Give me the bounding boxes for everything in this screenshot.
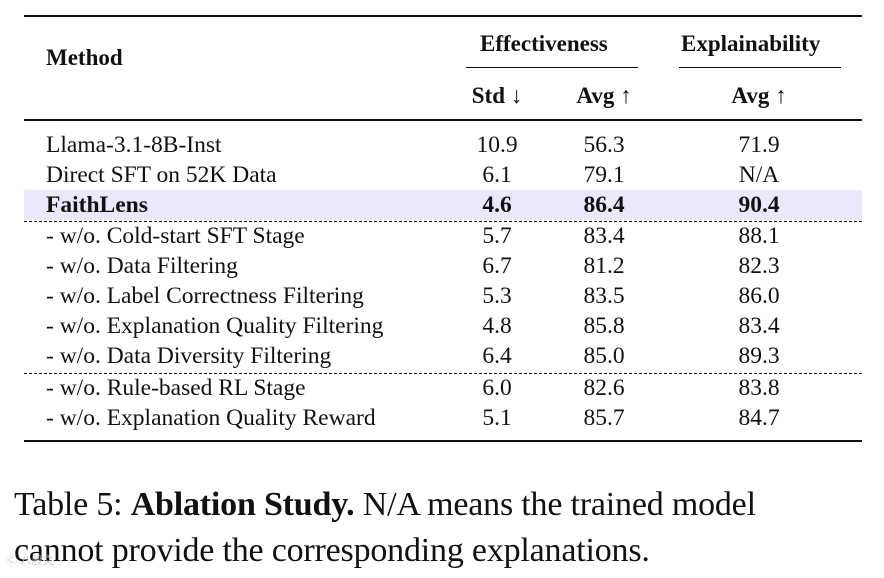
row-std-faithlens: 4.6 (482, 192, 512, 218)
header-explainability: Explainability (681, 31, 821, 56)
row-method: Direct SFT on 52K Data (46, 162, 277, 188)
row-method: - w/o. Data Filtering (46, 253, 238, 279)
caption-label: Table 5: (14, 486, 123, 523)
row-method: - w/o. Cold-start SFT Stage (46, 223, 305, 249)
caption-text-line2: cannot provide the corresponding explana… (14, 532, 650, 569)
dashed-separator-1 (24, 221, 862, 222)
row-explainability: 88.1 (738, 223, 780, 249)
row-std: 10.9 (476, 132, 518, 158)
table-caption-line2: cannot provide the corresponding explana… (14, 534, 650, 568)
caption-text-line1: N/A means the trained model (362, 486, 756, 523)
explainability-group-rule (679, 67, 841, 69)
caption-title: Ablation Study. (130, 486, 355, 523)
table-caption-line1: Table 5: Ablation Study. N/A means the t… (14, 488, 756, 522)
row-method: - w/o. Label Correctness Filtering (46, 283, 364, 309)
row-std: 5.7 (482, 223, 512, 249)
table-bottom-rule (24, 440, 862, 442)
header-method: Method (46, 45, 123, 70)
row-explainability: 83.8 (738, 375, 780, 401)
row-avg: 82.6 (583, 375, 625, 401)
header-avg-explainability: Avg ↑ (731, 83, 787, 108)
row-method: - w/o. Explanation Quality Reward (46, 405, 376, 431)
row-avg: 79.1 (583, 162, 625, 188)
row-avg-faithlens: 86.4 (583, 192, 625, 218)
header-avg-effectiveness: Avg ↑ (576, 83, 632, 108)
row-explainability-faithlens: 90.4 (738, 192, 780, 218)
row-method: Llama-3.1-8B-Inst (46, 132, 222, 158)
effectiveness-group-rule (466, 67, 638, 69)
row-avg: 85.8 (583, 313, 625, 339)
header-std: Std ↓ (471, 83, 523, 108)
row-explainability: 83.4 (738, 313, 780, 339)
row-avg: 83.5 (583, 283, 625, 309)
row-std: 6.1 (482, 162, 512, 188)
row-method-faithlens: FaithLens (46, 192, 148, 218)
row-std: 5.3 (482, 283, 512, 309)
header-effectiveness: Effectiveness (480, 31, 608, 56)
row-avg: 85.0 (583, 343, 625, 369)
row-method: - w/o. Explanation Quality Filtering (46, 313, 384, 339)
row-explainability: 86.0 (738, 283, 780, 309)
row-std: 5.1 (482, 405, 512, 431)
row-avg: 81.2 (583, 253, 625, 279)
row-explainability: 82.3 (738, 253, 780, 279)
row-explainability: 71.9 (738, 132, 780, 158)
row-std: 6.4 (482, 343, 512, 369)
row-avg: 56.3 (583, 132, 625, 158)
row-avg: 85.7 (583, 405, 625, 431)
faithlens-row-highlight (24, 190, 862, 220)
row-avg: 83.4 (583, 223, 625, 249)
table-top-rule (24, 15, 862, 17)
row-std: 4.8 (482, 313, 512, 339)
row-method: - w/o. Rule-based RL Stage (46, 375, 306, 401)
dashed-separator-2 (24, 373, 862, 374)
row-explainability: 84.7 (738, 405, 780, 431)
row-explainability: N/A (738, 162, 780, 188)
header-bottom-rule (24, 119, 862, 121)
watermark: Ⓒ 八股文 (6, 554, 54, 567)
row-method: - w/o. Data Diversity Filtering (46, 343, 332, 369)
row-std: 6.0 (482, 375, 512, 401)
row-std: 6.7 (482, 253, 512, 279)
row-explainability: 89.3 (738, 343, 780, 369)
